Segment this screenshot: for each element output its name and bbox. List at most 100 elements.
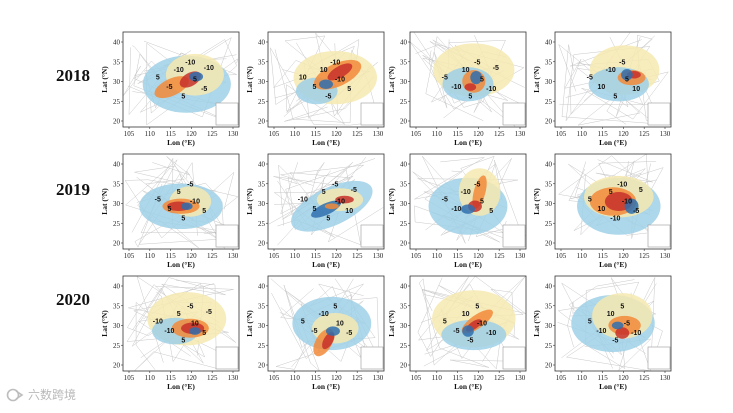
contour-label: 5 [326, 216, 330, 223]
x-tick-label: 125 [494, 130, 505, 138]
y-tick-label: 35 [113, 302, 121, 310]
contour-label: 5 [588, 197, 592, 204]
contour-label: 5 [639, 187, 643, 194]
x-axis-label: Lon (°E) [312, 260, 340, 269]
y-tick-label: 30 [545, 200, 553, 208]
y-axis-label: Lat (°N) [387, 188, 396, 215]
contour-label: -5 [187, 303, 193, 310]
contour-label: 5 [181, 216, 185, 223]
y-tick-label: 20 [545, 240, 553, 248]
x-tick-label: 110 [577, 130, 588, 138]
x-tick-label: 110 [290, 374, 301, 382]
south-china-sea-inset [647, 102, 671, 126]
contour-label: -5 [493, 65, 499, 72]
x-tick-label: 125 [494, 374, 505, 382]
contour-label: 5 [301, 319, 305, 326]
concentration-area [327, 63, 353, 81]
x-tick-label: 105 [556, 130, 567, 138]
y-tick-label: 40 [113, 161, 121, 169]
map-panel-2018-3: 10 5 -10 -5 -10 -5 5 -5 40 35 30 25 20 105 110 115 120 12… [387, 28, 532, 152]
map-panel-2019-3: -10 5 -10 -5 5 -5 40 35 30 25 20 105 110 115 120 125 130… [387, 150, 532, 274]
contour-label: 10 [632, 86, 640, 93]
x-tick-label: 130 [515, 130, 526, 138]
x-axis-label: Lon (°E) [599, 382, 627, 391]
y-axis-label: Lat (°N) [245, 310, 254, 337]
x-tick-label: 110 [290, 252, 301, 260]
contour-label: 5 [167, 206, 171, 213]
x-tick-label: 115 [165, 252, 176, 260]
y-tick-label: 35 [400, 180, 408, 188]
y-tick-label: 35 [113, 180, 121, 188]
x-tick-label: 130 [228, 252, 239, 260]
contour-label: -10 [204, 65, 214, 72]
y-tick-label: 30 [400, 322, 408, 330]
contour-label: -10 [461, 189, 471, 196]
y-tick-label: 40 [258, 161, 266, 169]
y-tick-label: 20 [400, 240, 408, 248]
y-tick-label: 40 [258, 283, 266, 291]
map-panel-2018-1: -10 5 -5 -10 -5 5 5 -10 40 35 30 25 20 105 110 115 120 12… [100, 28, 245, 152]
watermark-text: 六数跨境 [28, 388, 77, 402]
map-panel-2019-4: 5 -10 10 -10 -5 5 -10 5 40 35 30 25 20 105 110 115 120 12… [532, 150, 677, 274]
y-tick-label: 35 [545, 180, 553, 188]
y-tick-label: 20 [258, 118, 266, 126]
contour-label: 5 [480, 198, 484, 205]
contour-label: 5 [156, 75, 160, 82]
x-tick-label: 130 [228, 130, 239, 138]
contour-label: 10 [462, 67, 470, 74]
y-tick-label: 35 [400, 58, 408, 66]
contour-label: -10 [451, 206, 461, 213]
province-boundary [270, 47, 380, 126]
y-tick-label: 40 [113, 39, 121, 47]
province-boundary [138, 161, 231, 245]
y-tick-label: 30 [258, 78, 266, 86]
contour-label: 5 [613, 94, 617, 101]
y-tick-label: 25 [545, 98, 553, 106]
contour-label: 5 [468, 94, 472, 101]
y-tick-label: 25 [258, 342, 266, 350]
y-tick-label: 30 [545, 78, 553, 86]
concentration-area [624, 198, 639, 214]
south-china-sea-inset [215, 224, 239, 248]
x-tick-label: 125 [207, 374, 218, 382]
concentration-area [189, 71, 204, 82]
concentration-area [189, 327, 201, 335]
x-tick-label: 130 [515, 252, 526, 260]
y-tick-label: 35 [258, 302, 266, 310]
contour-label: 10 [191, 320, 199, 327]
contour-label: -5 [619, 59, 625, 66]
x-tick-label: 130 [373, 130, 384, 138]
x-tick-label: 110 [577, 252, 588, 260]
y-axis-label: Lat (°N) [532, 310, 541, 337]
x-tick-label: 120 [186, 252, 197, 260]
y-tick-label: 40 [400, 39, 408, 47]
x-tick-label: 120 [331, 252, 342, 260]
contour-label: 10 [320, 67, 328, 74]
y-tick-label: 25 [258, 220, 266, 228]
x-tick-label: 105 [124, 252, 135, 260]
concentration-area [181, 202, 193, 211]
contour-label: 5 [202, 330, 206, 337]
contour-label: 5 [480, 76, 484, 83]
contour-label: -5 [155, 197, 161, 204]
x-tick-label: 120 [331, 374, 342, 382]
contour-label: 5 [443, 319, 447, 326]
x-tick-label: 125 [352, 374, 363, 382]
x-tick-label: 110 [577, 374, 588, 382]
south-china-sea-inset [360, 102, 384, 126]
x-tick-label: 130 [373, 374, 384, 382]
y-tick-label: 25 [400, 98, 408, 106]
south-china-sea-inset [215, 102, 239, 126]
contour-label: -5 [325, 94, 331, 101]
y-tick-label: 35 [113, 58, 121, 66]
y-tick-label: 40 [400, 283, 408, 291]
y-tick-label: 35 [258, 58, 266, 66]
contour-label: 5 [202, 208, 206, 215]
concentration-area [324, 203, 339, 210]
contour-label: -5 [587, 75, 593, 82]
x-tick-label: 105 [411, 130, 422, 138]
x-tick-label: 120 [618, 130, 629, 138]
